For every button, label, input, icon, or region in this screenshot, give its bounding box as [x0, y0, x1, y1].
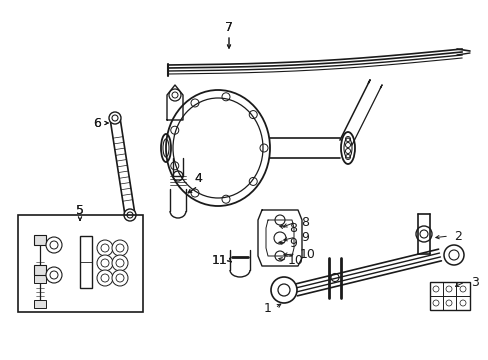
Text: 8: 8: [301, 216, 308, 229]
Text: 1: 1: [264, 302, 271, 315]
Circle shape: [97, 270, 113, 286]
Bar: [429, 282, 469, 310]
Text: 9: 9: [301, 230, 308, 243]
Text: 7: 7: [224, 21, 232, 33]
Circle shape: [97, 240, 113, 256]
Circle shape: [97, 255, 113, 271]
Circle shape: [46, 237, 62, 253]
Text: 7: 7: [224, 21, 232, 33]
Text: 3: 3: [470, 275, 478, 288]
Bar: [18, 215, 142, 312]
Text: 11: 11: [212, 253, 227, 266]
Text: 2: 2: [453, 230, 461, 243]
Circle shape: [112, 240, 128, 256]
Text: 10: 10: [287, 253, 304, 266]
Bar: [34, 275, 46, 283]
Text: 8: 8: [288, 221, 296, 234]
Circle shape: [46, 267, 62, 283]
Circle shape: [124, 209, 136, 221]
Circle shape: [112, 270, 128, 286]
Text: 4: 4: [194, 171, 202, 185]
Text: 6: 6: [93, 117, 101, 130]
Text: 4: 4: [194, 171, 202, 185]
Text: 5: 5: [76, 203, 84, 216]
Bar: [34, 235, 46, 245]
Text: 11: 11: [212, 253, 227, 266]
Circle shape: [109, 112, 121, 124]
Text: 5: 5: [76, 203, 84, 216]
Bar: [80, 236, 92, 288]
Bar: [34, 300, 46, 308]
Circle shape: [112, 255, 128, 271]
Text: 9: 9: [288, 237, 296, 249]
Bar: [34, 265, 46, 275]
Circle shape: [270, 277, 296, 303]
Text: 10: 10: [300, 248, 315, 261]
Text: 6: 6: [93, 117, 101, 130]
